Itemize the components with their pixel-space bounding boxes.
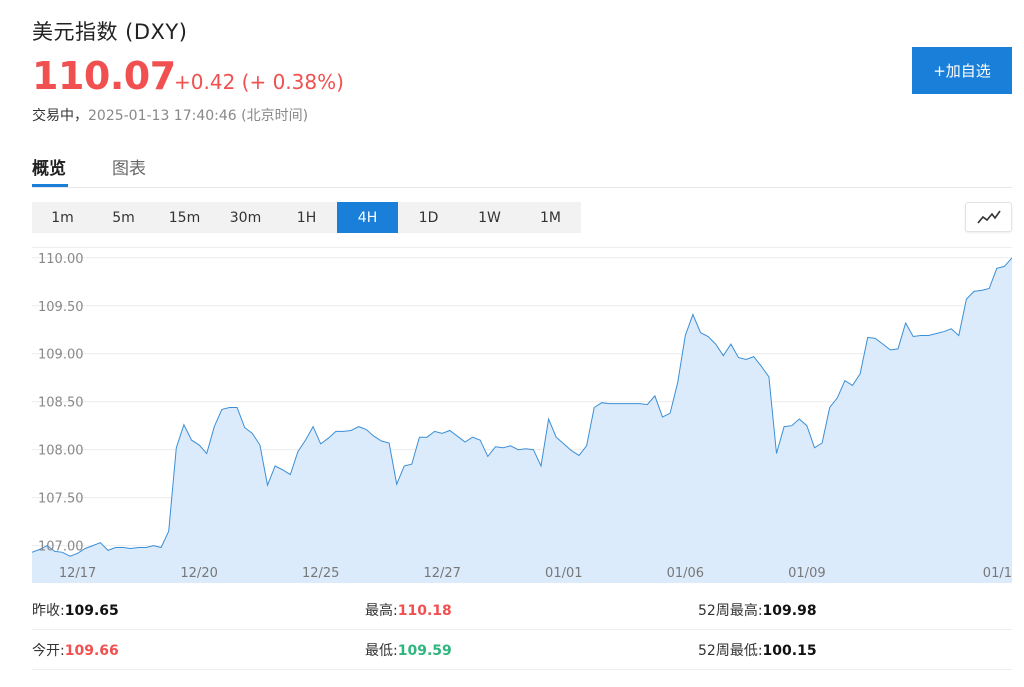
x-tick-label: 01/01	[545, 566, 582, 581]
period-selector: 1m 5m 15m 30m 1H 4H 1D 1W 1M	[32, 202, 581, 233]
stat-open: 今开:109.66	[32, 640, 119, 660]
stat-label: 最高:	[365, 603, 398, 619]
price-line	[31, 257, 1013, 557]
stats-panel: 昨收:109.65 最高:110.18 52周最高:109.98 今开:109.…	[32, 590, 1012, 670]
period-1h[interactable]: 1H	[296, 209, 317, 226]
tab-chart[interactable]: 图表	[112, 159, 146, 179]
y-tick-label: 107.00	[38, 540, 84, 555]
x-tick-label: 12/17	[59, 566, 96, 581]
period-4h[interactable]: 4H	[337, 202, 398, 233]
chart-type-button[interactable]	[965, 202, 1012, 232]
timestamp: 2025-01-13 17:40:46 (北京时间)	[88, 108, 309, 124]
y-tick-label: 110.00	[38, 252, 84, 267]
status-label: 交易中，	[32, 108, 88, 124]
x-tick-label: 01/09	[788, 566, 825, 581]
x-tick-label: 01/1	[983, 566, 1012, 581]
price-change: +0.42 (+ 0.38%)	[174, 70, 344, 94]
tab-bar: 概览 图表	[32, 150, 1012, 188]
period-1mo[interactable]: 1M	[540, 209, 561, 226]
stat-52w-high: 52周最高:109.98	[698, 600, 817, 620]
period-1w[interactable]: 1W	[478, 209, 501, 226]
stat-value: 109.59	[397, 643, 452, 659]
stats-row: 昨收:109.65 最高:110.18 52周最高:109.98	[32, 590, 1012, 630]
period-1d[interactable]: 1D	[418, 209, 439, 226]
active-tab-indicator	[32, 184, 68, 187]
price-area	[32, 257, 1012, 583]
stat-value: 110.18	[397, 603, 452, 619]
stat-label: 今开:	[32, 643, 65, 659]
x-tick-label: 12/27	[423, 566, 460, 581]
trading-status: 交易中，2025-01-13 17:40:46 (北京时间)	[32, 105, 308, 125]
stat-label: 52周最低:	[698, 643, 763, 659]
price-chart-svg: 107.00 107.50 108.00 108.50 109.00 109.50 110.…	[31, 248, 1013, 583]
period-5m[interactable]: 5m	[112, 209, 135, 226]
page-title: 美元指数 (DXY)	[32, 20, 188, 44]
period-15m[interactable]: 15m	[168, 209, 201, 226]
y-tick-label: 109.00	[38, 348, 84, 363]
line-chart-icon	[976, 210, 1001, 224]
y-tick-label: 107.50	[38, 492, 84, 507]
current-price: 110.07	[32, 54, 176, 98]
stat-high: 最高:110.18	[365, 600, 452, 620]
stat-value: 100.15	[762, 643, 817, 659]
stat-label: 昨收:	[32, 603, 65, 619]
stat-low: 最低:109.59	[365, 640, 452, 660]
stat-value: 109.65	[64, 603, 119, 619]
x-tick-label: 01/06	[667, 566, 704, 581]
y-tick-label: 109.50	[38, 300, 84, 315]
y-tick-label: 108.00	[38, 444, 84, 459]
stat-label: 最低:	[365, 643, 398, 659]
x-tick-label: 12/25	[302, 566, 339, 581]
stat-label: 52周最高:	[698, 603, 763, 619]
period-1m[interactable]: 1m	[51, 209, 74, 226]
tab-overview[interactable]: 概览	[32, 159, 66, 179]
stat-52w-low: 52周最低:100.15	[698, 640, 817, 660]
y-tick-label: 108.50	[38, 396, 84, 411]
stat-value: 109.98	[762, 603, 817, 619]
stat-value: 109.66	[64, 643, 119, 659]
x-tick-label: 12/20	[180, 566, 217, 581]
add-watchlist-button[interactable]: +加自选	[912, 47, 1012, 94]
period-30m[interactable]: 30m	[229, 209, 262, 226]
stat-prev-close: 昨收:109.65	[32, 600, 119, 620]
price-chart[interactable]: 107.00 107.50 108.00 108.50 109.00 109.50 110.…	[31, 247, 1013, 583]
stats-row: 今开:109.66 最低:109.59 52周最低:100.15	[32, 630, 1012, 670]
